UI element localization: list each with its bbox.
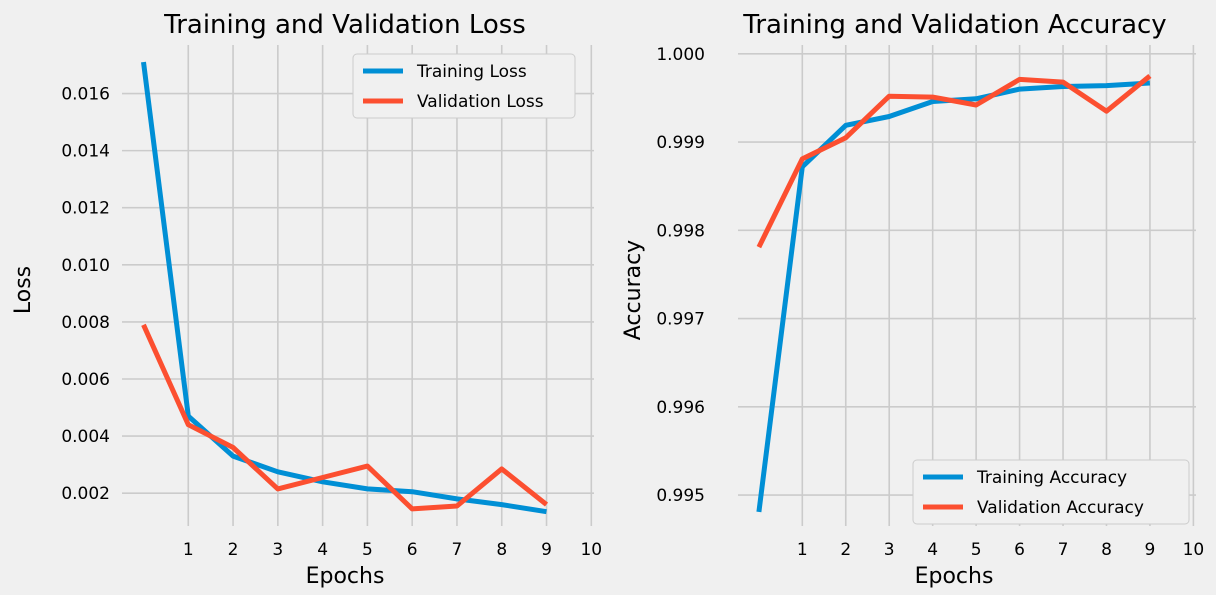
y-tick-label: 0.002 <box>61 484 110 504</box>
legend: Training Accuracy Validation Accuracy <box>912 459 1190 525</box>
y-tick-label: 0.006 <box>61 370 110 390</box>
legend-entry-label: Training Loss <box>416 62 527 82</box>
series-line-training-accuracy <box>756 80 1151 513</box>
chart-panel-1: 1 2 3 4 5 6 7 8 9 10 0.002 0.004 0.006 0.008 0.010 0.01… <box>11 10 602 589</box>
y-tick-label: 0.995 <box>656 486 705 506</box>
x-tick-label: 9 <box>1145 540 1156 560</box>
x-tick-label: 7 <box>1058 540 1069 560</box>
y-tick-label: 0.016 <box>61 85 110 105</box>
series-line-validation-accuracy <box>756 73 1152 249</box>
y-tick-label: 0.012 <box>61 199 110 219</box>
x-tick-label: 8 <box>1101 540 1112 560</box>
y-tick-label: 0.996 <box>656 398 705 418</box>
x-tick-label: 1 <box>797 540 808 560</box>
chart-title: Training and Validation Accuracy <box>742 10 1166 40</box>
x-tick-label: 9 <box>541 540 552 560</box>
x-tick-label: 10 <box>580 540 602 560</box>
x-tick-label: 2 <box>840 540 851 560</box>
y-tick-label: 0.997 <box>656 310 705 330</box>
x-axis-label: Epochs <box>915 564 994 589</box>
x-tick-label: 4 <box>927 540 938 560</box>
legend-entry-label: Training Accuracy <box>976 468 1127 488</box>
y-tick-label: 0.014 <box>61 142 110 162</box>
x-tick-label: 6 <box>1014 540 1025 560</box>
y-tick-label: 0.010 <box>61 256 110 276</box>
x-tick-label: 7 <box>452 540 463 560</box>
x-axis-label: Epochs <box>306 564 385 589</box>
legend-entry-label: Validation Loss <box>417 92 544 112</box>
y-axis-label: Accuracy <box>621 240 646 340</box>
x-tick-label: 8 <box>496 540 507 560</box>
x-tick-label: 2 <box>228 540 239 560</box>
y-tick-label: 1.000 <box>656 45 705 65</box>
series-line-training-loss <box>141 61 547 515</box>
y-tick-label: 0.008 <box>61 313 110 333</box>
x-tick-label: 5 <box>971 540 982 560</box>
series-line-validation-loss <box>141 323 549 512</box>
x-tick-label: 5 <box>362 540 373 560</box>
y-tick-label: 0.004 <box>61 427 110 447</box>
x-tick-label: 3 <box>272 540 283 560</box>
x-tick-label: 10 <box>1183 540 1205 560</box>
y-tick-label: 0.998 <box>656 221 705 241</box>
y-tick-label: 0.999 <box>656 133 705 153</box>
x-tick-label: 1 <box>183 540 194 560</box>
x-tick-label: 4 <box>317 540 328 560</box>
legend-box <box>912 459 1190 525</box>
legend-box <box>352 53 576 119</box>
legend: Training Loss Validation Loss <box>352 53 576 119</box>
x-tick-label: 6 <box>407 540 418 560</box>
y-axis-label: Loss <box>11 266 36 314</box>
legend-entry-label: Validation Accuracy <box>977 498 1144 518</box>
x-tick-label: 3 <box>884 540 895 560</box>
chart-title: Training and Validation Loss <box>163 10 526 40</box>
chart-panel-2: 1 2 3 4 5 6 7 8 9 10 0.995 0.996 0.997 0.998 0.999 1.00… <box>621 10 1204 589</box>
